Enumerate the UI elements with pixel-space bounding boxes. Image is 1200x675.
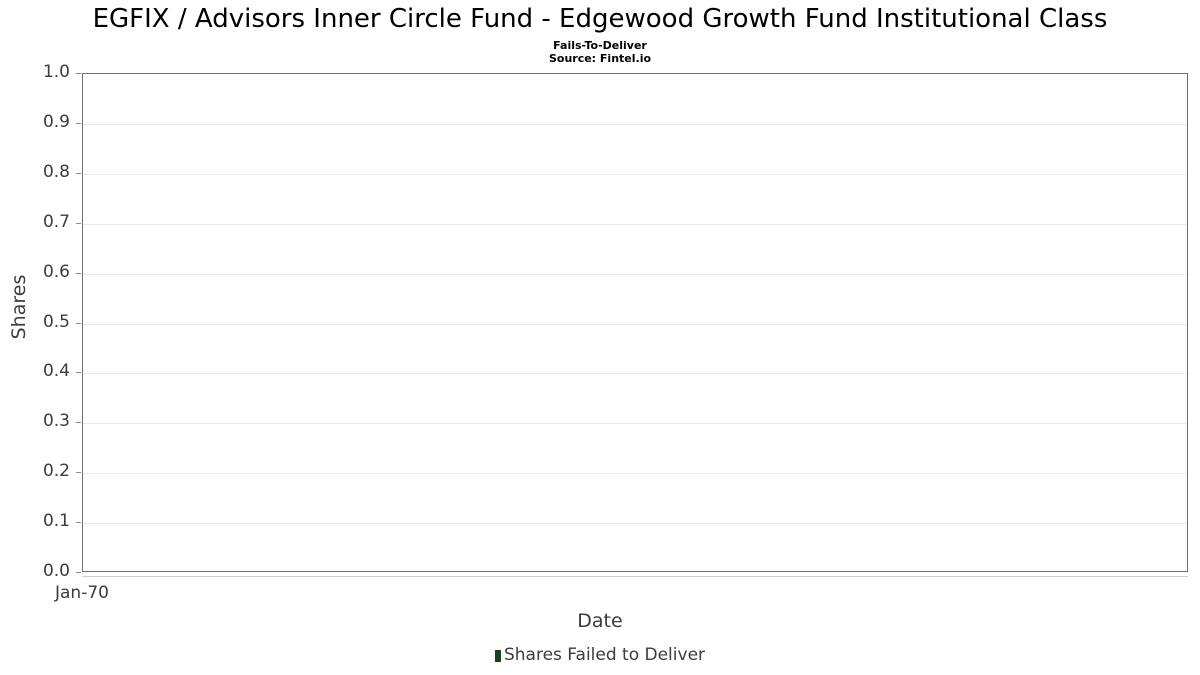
legend-entry[interactable]: Shares Failed to Deliver xyxy=(494,645,706,665)
gridline xyxy=(83,423,1187,425)
y-axis-tick-label: 0.3 xyxy=(42,411,70,432)
y-axis-tick-mark xyxy=(76,572,81,573)
y-axis-tick-mark xyxy=(76,322,81,324)
y-axis-tick-label: 0.1 xyxy=(42,511,70,532)
y-axis-tick-label: 0.9 xyxy=(42,111,70,132)
gridline xyxy=(83,323,1187,325)
chart-legend: Shares Failed to Deliver xyxy=(0,646,1200,665)
y-axis-tick-label: 0.5 xyxy=(42,311,70,332)
y-axis-tick-mark xyxy=(76,522,81,524)
y-axis-tick-mark xyxy=(76,472,81,474)
chart-header: EGFIX / Advisors Inner Circle Fund - Edg… xyxy=(0,0,1200,65)
gridline xyxy=(83,273,1187,275)
gridline xyxy=(83,523,1187,525)
y-axis-tick-label: 0.7 xyxy=(42,211,70,232)
y-axis-tick-mark xyxy=(76,73,81,74)
chart-title: EGFIX / Advisors Inner Circle Fund - Edg… xyxy=(92,4,1108,34)
plot-area xyxy=(82,73,1188,572)
y-axis-tick-label: 0.6 xyxy=(42,261,70,282)
y-axis-tick-label: 0.2 xyxy=(42,461,70,482)
gridline xyxy=(83,123,1187,125)
y-axis-tick-mark xyxy=(76,222,81,224)
y-axis: Shares 1.0 0.9 0.8 0.7 0.6 0.5 0.4 0.3 0.2 0.1 0.0 xyxy=(0,0,82,675)
gridline xyxy=(83,373,1187,375)
y-axis-tick-mark xyxy=(76,372,81,374)
x-axis-tick-label: Jan-70 xyxy=(55,583,109,603)
y-axis-tick-mark xyxy=(76,172,81,174)
y-axis-tick-label: 1.0 xyxy=(42,62,70,82)
legend-label: Shares Failed to Deliver xyxy=(503,645,706,665)
y-axis-tick-label: 0.4 xyxy=(42,361,70,382)
x-axis-title: Date xyxy=(577,610,623,632)
series-plot-layer xyxy=(83,74,1187,571)
y-axis-tick-label: 0.8 xyxy=(42,161,70,182)
chart-subtitle: Fails-To-Deliver xyxy=(553,39,647,52)
gridline xyxy=(83,223,1187,225)
chart-source: Source: Fintel.io xyxy=(548,52,652,65)
gridline xyxy=(83,173,1187,175)
y-axis-tick-label: 0.0 xyxy=(42,561,70,581)
y-axis-tick-mark xyxy=(76,122,81,124)
legend-swatch-icon xyxy=(494,649,501,662)
y-axis-tick-mark xyxy=(76,272,81,274)
gridline xyxy=(83,473,1187,475)
y-axis-tick-mark xyxy=(76,422,81,424)
axis-baseline-rule xyxy=(82,576,1188,577)
